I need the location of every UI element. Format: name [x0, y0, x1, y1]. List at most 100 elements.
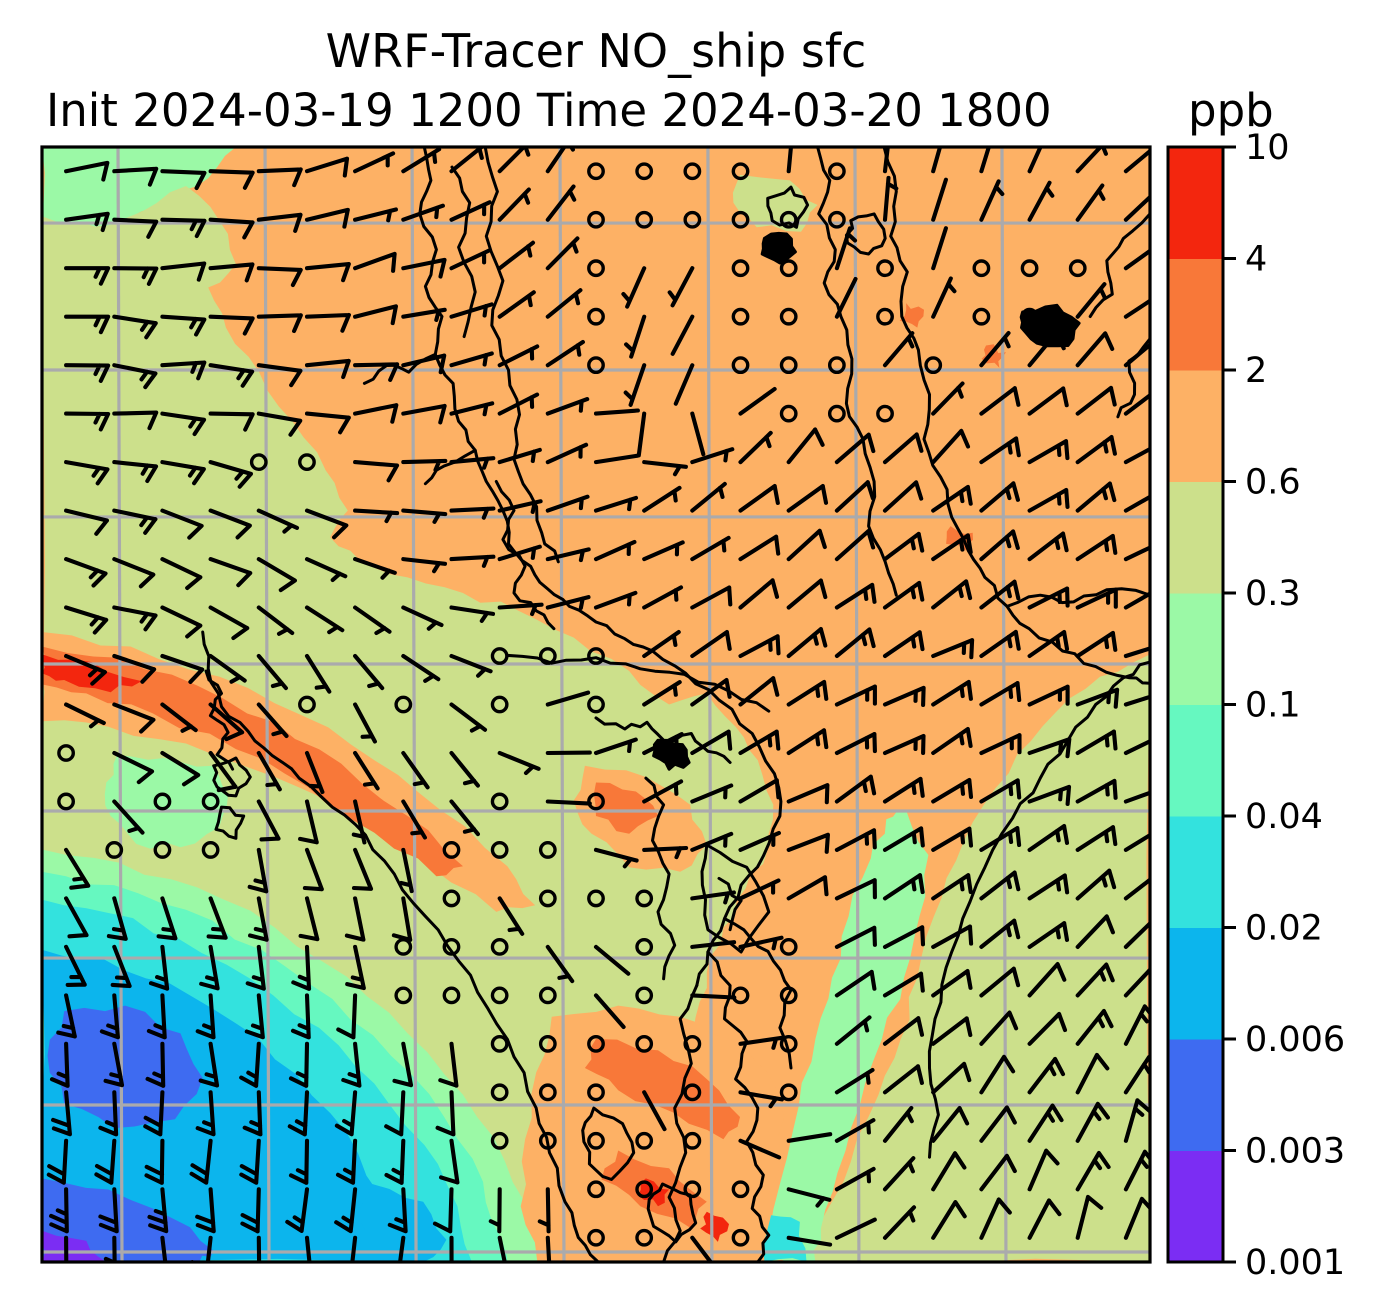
- calm-wind-circle: [394, 986, 413, 1005]
- wind-barb: [112, 653, 157, 684]
- wind-barb: [208, 363, 255, 388]
- wind-barb: [834, 684, 877, 707]
- wind-barb: [145, 1041, 166, 1088]
- wind-barb: [438, 1041, 459, 1088]
- wind-barb: [834, 878, 877, 901]
- wind-barb: [1027, 1148, 1060, 1192]
- wind-barb: [1123, 446, 1150, 465]
- wind-barb: [497, 392, 540, 416]
- wind-barb: [1123, 494, 1150, 513]
- wind-barb: [690, 940, 737, 949]
- calm-wind-circle: [587, 1228, 605, 1247]
- wind-barb: [103, 1041, 125, 1088]
- wind-barb: [1075, 481, 1117, 513]
- colorbar-tick-label: 0.001: [1245, 1243, 1345, 1283]
- wind-barb: [593, 737, 638, 756]
- wind-barb: [545, 690, 591, 707]
- wind-barb: [1027, 1056, 1066, 1095]
- calm-wind-circle: [538, 841, 557, 859]
- wind-barb: [449, 554, 496, 568]
- wind-barb: [690, 411, 706, 457]
- wind-barb: [1123, 1055, 1150, 1095]
- calm-wind-circle: [490, 937, 509, 956]
- wind-barb: [545, 236, 580, 271]
- contour-region-turq-tiny-br: [763, 1215, 807, 1262]
- wind-barb: [786, 627, 828, 659]
- calm-wind-circle: [538, 1034, 557, 1053]
- wind-barb: [401, 257, 447, 279]
- wind-barb: [931, 826, 974, 852]
- wind-barb: [545, 494, 590, 513]
- calm-wind-circle: [779, 259, 798, 278]
- wind-barb: [304, 312, 351, 333]
- wind-barb: [345, 944, 366, 991]
- calm-wind-circle: [731, 1228, 750, 1247]
- wind-barb: [304, 156, 350, 178]
- wind-barb: [834, 1067, 875, 1095]
- wind-barb: [834, 276, 858, 319]
- wind-barb: [98, 1090, 119, 1137]
- wind-barb: [1075, 914, 1115, 949]
- wind-barb: [931, 381, 965, 416]
- meridian-gridline: [410, 147, 418, 1262]
- coastline-inlet-2: [483, 147, 560, 564]
- wind-barb: [64, 460, 110, 486]
- wind-barb: [449, 605, 496, 623]
- wind-barb: [247, 847, 269, 894]
- wind-barb: [642, 779, 684, 804]
- wind-barb: [882, 580, 925, 610]
- wind-barb: [834, 529, 876, 562]
- wind-barbs-group: [46, 147, 1150, 1262]
- wind-barb: [623, 363, 647, 407]
- wind-barb: [882, 971, 925, 998]
- wind-barb: [931, 177, 948, 222]
- wind-barb: [291, 944, 312, 991]
- wind-barb: [488, 1187, 502, 1234]
- wind-barb: [882, 630, 925, 659]
- wind-barb: [979, 681, 1022, 707]
- wind-barb: [304, 750, 325, 795]
- wind-barb: [979, 147, 991, 174]
- calm-wind-circle: [635, 889, 654, 908]
- wind-barb: [786, 783, 830, 805]
- calm-wind-circle: [587, 356, 605, 375]
- wind-barb: [882, 733, 926, 756]
- colorbar-tick-label: 0.04: [1245, 797, 1323, 837]
- wind-barb: [593, 993, 626, 1030]
- contour-region-ocean-violet-corner: [42, 1230, 107, 1262]
- wind-barb: [834, 1166, 876, 1192]
- wind-barb: [882, 432, 924, 465]
- wind-barb: [1027, 1198, 1062, 1240]
- wind-barb: [1075, 778, 1118, 804]
- wind-barb: [1027, 586, 1070, 610]
- wind-barb: [1027, 684, 1070, 707]
- plot-title: WRF-Tracer NO_ship sfc: [325, 24, 867, 78]
- wind-barb: [931, 1200, 967, 1240]
- wind-barb: [449, 750, 480, 788]
- calm-wind-circle: [538, 986, 557, 1005]
- colorbar-segment-0.1: [1168, 593, 1223, 705]
- colorbar-tick-label: 0.003: [1245, 1132, 1345, 1172]
- wind-barb: [298, 799, 319, 845]
- wind-barb: [64, 411, 111, 432]
- wind-barb: [738, 729, 781, 756]
- plot-subtitle: Init 2024-03-19 1200 Time 2024-03-20 180…: [46, 84, 1052, 137]
- wind-barb: [288, 1041, 310, 1088]
- wind-barb: [449, 506, 496, 520]
- wind-barb: [256, 799, 281, 842]
- wind-barb: [304, 207, 350, 229]
- wind-barb: [353, 460, 400, 483]
- wind-barb: [64, 605, 109, 635]
- calm-wind-circle: [731, 210, 750, 229]
- wind-barb: [334, 1090, 358, 1137]
- colorbar-segment-0.006: [1168, 927, 1223, 1040]
- calm-wind-circle: [731, 356, 750, 375]
- calm-wind-circle: [490, 841, 509, 859]
- wind-barb: [353, 207, 398, 223]
- wind-barb: [786, 427, 825, 465]
- wind-barb: [1123, 646, 1150, 659]
- calm-wind-circle: [876, 307, 894, 326]
- wind-barb: [545, 547, 591, 563]
- wind-barb: [64, 847, 91, 890]
- calm-wind-circle: [298, 695, 316, 714]
